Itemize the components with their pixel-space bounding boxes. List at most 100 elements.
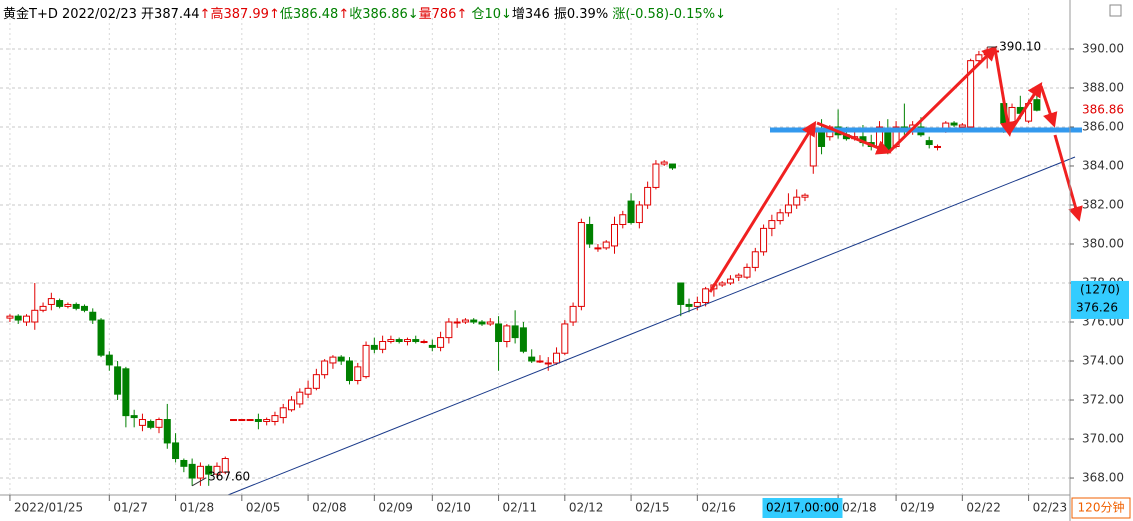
- candle-body: [80, 305, 88, 311]
- candle-body: [395, 339, 403, 343]
- candle-body: [602, 241, 610, 249]
- candle-body: [627, 200, 635, 224]
- candle-body: [801, 194, 809, 198]
- candle-body: [387, 339, 395, 343]
- header-item: 收386.86↓: [349, 7, 418, 22]
- candle-body: [503, 325, 511, 343]
- x-tick-label: 02/22: [966, 501, 1001, 515]
- candle-body: [147, 420, 155, 428]
- x-tick-label: 02/11: [503, 501, 538, 515]
- candle-body: [967, 60, 975, 128]
- candle-body: [519, 327, 527, 352]
- y-tick-label: 370.00: [1082, 432, 1124, 446]
- candle-body: [379, 341, 387, 350]
- candle-body: [254, 419, 262, 422]
- candle-body: [271, 415, 279, 422]
- header-item: 仓10↓: [471, 7, 511, 22]
- candle-body: [718, 282, 726, 286]
- candle-body: [536, 360, 544, 363]
- candle-body: [304, 387, 312, 395]
- candle-body: [114, 366, 122, 395]
- candle-body: [97, 319, 105, 356]
- candle-body: [577, 222, 585, 307]
- x-tick-label: 02/09: [378, 501, 413, 515]
- candle-body: [809, 130, 817, 167]
- candle-body: [122, 368, 130, 417]
- x-tick-label: 02/12: [569, 501, 604, 515]
- candle-body: [321, 360, 329, 376]
- candle-body: [246, 419, 254, 422]
- candle-body: [784, 204, 792, 214]
- candle-body: [196, 465, 204, 479]
- candle-body: [793, 196, 801, 206]
- candle-body: [89, 311, 97, 321]
- x-tick-label: 02/08: [312, 501, 347, 515]
- arrow: [1053, 134, 1083, 222]
- header-item: 开387.44: [141, 7, 200, 22]
- period-box: [1071, 497, 1131, 519]
- candle-body: [39, 305, 47, 311]
- candle-body: [726, 278, 734, 284]
- candle-body: [412, 339, 420, 343]
- candle-body: [445, 321, 453, 339]
- arrow: [816, 121, 892, 155]
- header-item: 高387.99↑: [210, 6, 279, 22]
- arrow: [887, 45, 998, 154]
- candle-body: [72, 303, 80, 309]
- x-tick-label: 02/10: [436, 501, 471, 515]
- candle-body: [312, 374, 320, 389]
- candle-body: [345, 360, 353, 382]
- candle-body: [329, 356, 337, 364]
- candle-body: [188, 463, 196, 479]
- max-label: 390.10: [999, 40, 1041, 54]
- y-cursor-box: [1071, 280, 1129, 319]
- y-tick-label: 388.00: [1082, 80, 1124, 94]
- hand-arrows: [708, 45, 1083, 293]
- trend-line: [227, 156, 1076, 496]
- candle-body: [611, 223, 619, 247]
- x-tick-label: 02/16: [701, 501, 736, 515]
- candle-body: [486, 321, 494, 325]
- candle-body: [362, 344, 370, 378]
- x-tick-label: 02/15: [635, 501, 670, 515]
- candle-body: [743, 266, 751, 278]
- x-tick-label: 02/05: [246, 501, 281, 515]
- candle-body: [635, 204, 643, 224]
- min-label: 367.60: [208, 469, 250, 483]
- x-tick-label: 02/23: [1033, 501, 1068, 515]
- candle-body: [528, 356, 536, 362]
- candle-body: [925, 140, 933, 146]
- candle-body: [1008, 106, 1016, 124]
- window-icon: [1109, 4, 1122, 17]
- arrow: [993, 48, 1015, 137]
- candle-body: [279, 407, 287, 419]
- candle-body: [553, 352, 561, 364]
- header-item: ↑: [200, 7, 211, 22]
- candle-body: [163, 419, 171, 444]
- candle-body: [230, 419, 238, 422]
- y-tick-label: 390.00: [1082, 41, 1124, 55]
- candle-body: [138, 419, 146, 426]
- x-tick-label: 2022/01/25: [14, 501, 83, 515]
- candle-body: [263, 419, 271, 422]
- y-tick-label: 372.00: [1082, 393, 1124, 407]
- candle-body: [453, 321, 461, 324]
- candle-body: [702, 288, 710, 304]
- y-tick-label: 374.00: [1082, 354, 1124, 368]
- candle-body: [751, 251, 759, 268]
- candle-body: [594, 247, 602, 250]
- header-item: ↑: [338, 7, 349, 22]
- candle-body: [14, 315, 22, 321]
- candle-body: [768, 220, 776, 229]
- x-cursor-label: 02/17,00:00: [766, 501, 839, 515]
- candle-body: [561, 323, 569, 354]
- candle-body: [370, 344, 378, 350]
- candle-body: [660, 161, 668, 165]
- candle-body: [677, 282, 685, 305]
- candle-body: [511, 325, 519, 339]
- candle-body: [6, 315, 14, 319]
- y-tick-label: 368.00: [1082, 471, 1124, 485]
- y-cursor-label: 376.26: [1076, 300, 1118, 314]
